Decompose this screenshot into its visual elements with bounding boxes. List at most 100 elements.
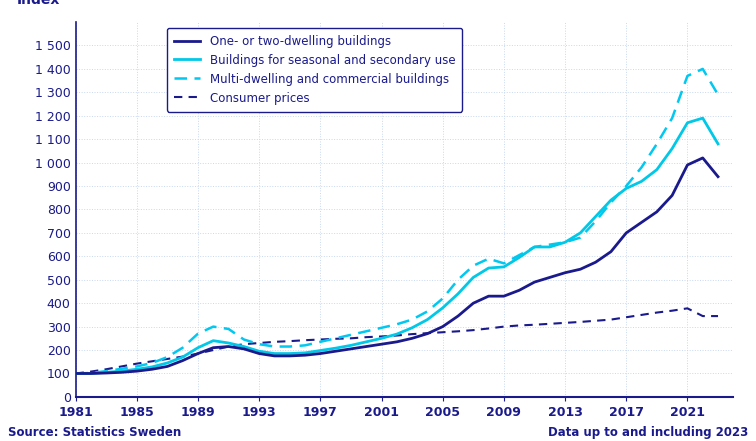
Consumer prices — [407, 332, 417, 337]
Buildings for seasonal and secondary use — [270, 351, 279, 356]
Multi-dwelling and commercial buildings — [454, 277, 463, 282]
Consumer prices — [147, 359, 156, 364]
Multi-dwelling and commercial buildings — [194, 331, 203, 336]
Buildings for seasonal and secondary use — [683, 120, 692, 125]
Text: Data up to and including 2023: Data up to and including 2023 — [548, 426, 748, 439]
Consumer prices — [560, 320, 569, 325]
Consumer prices — [606, 317, 615, 322]
Multi-dwelling and commercial buildings — [484, 256, 493, 262]
Consumer prices — [484, 326, 493, 331]
Multi-dwelling and commercial buildings — [86, 370, 95, 376]
Multi-dwelling and commercial buildings — [392, 321, 401, 327]
Legend: One- or two-dwelling buildings, Buildings for seasonal and secondary use, Multi-: One- or two-dwelling buildings, Building… — [167, 28, 462, 112]
Text: Index: Index — [17, 0, 60, 7]
Consumer prices — [224, 344, 233, 349]
One- or two-dwelling buildings — [530, 280, 539, 285]
One- or two-dwelling buildings — [331, 348, 340, 354]
One- or two-dwelling buildings — [224, 344, 233, 349]
Consumer prices — [699, 314, 708, 319]
Consumer prices — [377, 334, 386, 339]
One- or two-dwelling buildings — [591, 260, 600, 265]
Multi-dwelling and commercial buildings — [591, 219, 600, 224]
Multi-dwelling and commercial buildings — [361, 329, 370, 334]
Buildings for seasonal and secondary use — [484, 265, 493, 271]
Buildings for seasonal and secondary use — [515, 255, 524, 260]
Buildings for seasonal and secondary use — [255, 348, 264, 354]
Buildings for seasonal and secondary use — [101, 370, 110, 375]
Buildings for seasonal and secondary use — [178, 355, 187, 360]
Consumer prices — [515, 323, 524, 328]
One- or two-dwelling buildings — [132, 369, 141, 374]
Multi-dwelling and commercial buildings — [606, 200, 615, 205]
Multi-dwelling and commercial buildings — [346, 332, 355, 337]
Multi-dwelling and commercial buildings — [500, 261, 509, 266]
Consumer prices — [545, 321, 554, 326]
Buildings for seasonal and secondary use — [361, 339, 370, 344]
Line: Consumer prices: Consumer prices — [76, 308, 718, 374]
Consumer prices — [438, 329, 448, 335]
One- or two-dwelling buildings — [606, 249, 615, 254]
Consumer prices — [117, 364, 126, 369]
Multi-dwelling and commercial buildings — [652, 141, 662, 146]
Multi-dwelling and commercial buildings — [240, 337, 249, 342]
Buildings for seasonal and secondary use — [117, 369, 126, 374]
Consumer prices — [683, 306, 692, 311]
One- or two-dwelling buildings — [621, 230, 631, 235]
One- or two-dwelling buildings — [484, 294, 493, 299]
Buildings for seasonal and secondary use — [71, 371, 80, 376]
Text: Source: Statistics Sweden: Source: Statistics Sweden — [8, 426, 181, 439]
Multi-dwelling and commercial buildings — [132, 364, 141, 369]
Buildings for seasonal and secondary use — [407, 325, 417, 330]
Consumer prices — [392, 333, 401, 338]
One- or two-dwelling buildings — [285, 353, 294, 359]
Multi-dwelling and commercial buildings — [178, 345, 187, 350]
Consumer prices — [361, 335, 370, 340]
Multi-dwelling and commercial buildings — [683, 73, 692, 78]
Multi-dwelling and commercial buildings — [699, 66, 708, 71]
Buildings for seasonal and secondary use — [147, 364, 156, 370]
Consumer prices — [178, 354, 187, 359]
Consumer prices — [576, 319, 585, 325]
Buildings for seasonal and secondary use — [652, 167, 662, 172]
One- or two-dwelling buildings — [101, 370, 110, 376]
One- or two-dwelling buildings — [270, 353, 279, 359]
One- or two-dwelling buildings — [699, 155, 708, 161]
One- or two-dwelling buildings — [392, 339, 401, 344]
Buildings for seasonal and secondary use — [699, 116, 708, 121]
Multi-dwelling and commercial buildings — [545, 242, 554, 247]
Buildings for seasonal and secondary use — [392, 332, 401, 337]
Consumer prices — [621, 314, 631, 320]
One- or two-dwelling buildings — [637, 220, 646, 225]
Buildings for seasonal and secondary use — [285, 351, 294, 356]
Multi-dwelling and commercial buildings — [101, 369, 110, 374]
One- or two-dwelling buildings — [515, 288, 524, 293]
Multi-dwelling and commercial buildings — [560, 239, 569, 245]
Buildings for seasonal and secondary use — [86, 371, 95, 376]
One- or two-dwelling buildings — [683, 162, 692, 168]
Buildings for seasonal and secondary use — [500, 264, 509, 269]
Multi-dwelling and commercial buildings — [438, 296, 448, 301]
Consumer prices — [71, 371, 80, 376]
Consumer prices — [423, 331, 432, 336]
Consumer prices — [714, 314, 723, 319]
One- or two-dwelling buildings — [438, 324, 448, 329]
Buildings for seasonal and secondary use — [316, 348, 325, 353]
Consumer prices — [652, 310, 662, 315]
Multi-dwelling and commercial buildings — [576, 235, 585, 240]
Multi-dwelling and commercial buildings — [377, 325, 386, 330]
Consumer prices — [591, 318, 600, 323]
Multi-dwelling and commercial buildings — [621, 183, 631, 189]
Consumer prices — [240, 341, 249, 347]
One- or two-dwelling buildings — [652, 209, 662, 214]
One- or two-dwelling buildings — [147, 366, 156, 372]
Buildings for seasonal and secondary use — [576, 230, 585, 235]
Consumer prices — [209, 348, 218, 353]
Line: Buildings for seasonal and secondary use: Buildings for seasonal and secondary use — [76, 118, 718, 374]
Consumer prices — [101, 366, 110, 372]
One- or two-dwelling buildings — [178, 358, 187, 363]
Multi-dwelling and commercial buildings — [300, 343, 309, 348]
Consumer prices — [469, 328, 478, 333]
One- or two-dwelling buildings — [240, 346, 249, 351]
Multi-dwelling and commercial buildings — [714, 92, 723, 97]
Buildings for seasonal and secondary use — [194, 345, 203, 350]
